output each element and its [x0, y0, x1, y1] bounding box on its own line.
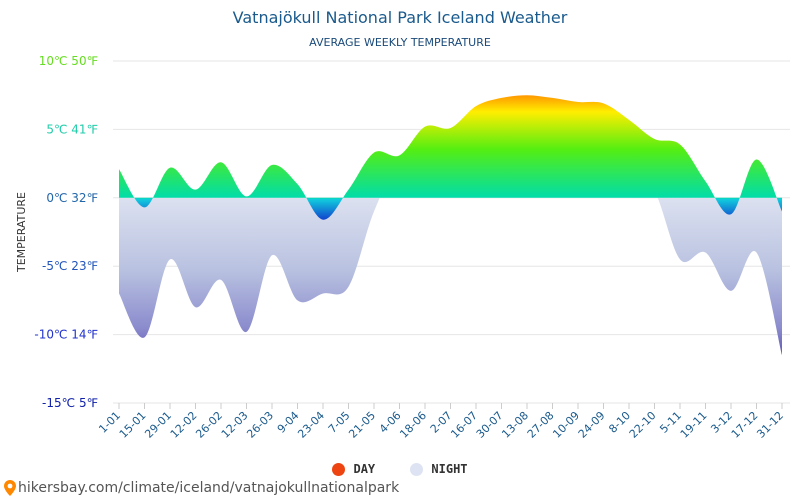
x-tick-label: 13-08	[499, 409, 531, 441]
x-tick-label: 30-07	[474, 409, 506, 441]
x-tick-label: 29-01	[142, 409, 174, 441]
y-tick-label: 0℃ 32℉	[46, 191, 98, 205]
x-tick-label: 19-11	[678, 409, 710, 441]
legend-item-day[interactable]: DAY	[332, 462, 375, 476]
footer-link[interactable]: hikersbay.com/climate/iceland/vatnajokul…	[4, 480, 399, 496]
map-pin-icon	[4, 480, 16, 496]
y-axis-label: TEMPERATURE	[15, 192, 28, 273]
y-tick-label: -5℃ 23℉	[42, 259, 98, 273]
x-tick-label: 23-04	[295, 409, 327, 441]
y-axis-ticks: 10℃ 50℉ 5℃ 41℉ 0℃ 32℉ -5℃ 23℉ -10℃ 14℉ -15℃ 5…	[34, 54, 98, 410]
legend-day-label: DAY	[353, 462, 376, 476]
y-tick-label: -10℃ 14℉	[34, 328, 98, 342]
y-tick-label: 5℃ 41℉	[46, 122, 98, 136]
x-tick-label: 22-10	[627, 409, 659, 441]
x-tick-label: 10-09	[550, 409, 582, 441]
x-tick-label: 12-03	[219, 409, 251, 441]
x-tick-label: 21-05	[346, 409, 378, 441]
legend-day-dot	[332, 462, 346, 476]
x-tick-label: 31-12	[754, 409, 786, 441]
chart-subtitle: AVERAGE WEEKLY TEMPERATURE	[309, 36, 491, 49]
x-tick-label: 27-08	[525, 409, 557, 441]
legend-night-label: NIGHT	[431, 462, 468, 476]
x-tick-label: 26-03	[244, 409, 276, 441]
x-tick-label: 24-09	[576, 409, 608, 441]
x-tick-label: 15-01	[117, 409, 149, 441]
x-tick-label: 26-02	[193, 409, 225, 441]
legend-night-dot	[410, 462, 424, 476]
x-tick-label: 16-07	[448, 409, 480, 441]
chart-title: Vatnajökull National Park Iceland Weathe…	[233, 8, 568, 27]
legend-item-night[interactable]: NIGHT	[410, 462, 468, 476]
x-axis-ticks: 1-0115-0129-0112-0226-0212-0326-039-0423…	[96, 403, 786, 441]
y-tick-label: -15℃ 5℉	[42, 396, 98, 410]
footer-url: hikersbay.com/climate/iceland/vatnajokul…	[18, 480, 400, 496]
x-tick-label: 17-12	[729, 409, 761, 441]
x-tick-label: 18-06	[397, 409, 429, 441]
x-tick-label: 12-02	[168, 409, 200, 441]
legend: DAY NIGHT	[0, 462, 800, 479]
day-area	[119, 95, 782, 220]
plot-areas	[119, 95, 782, 356]
y-tick-label: 10℃ 50℉	[39, 54, 98, 68]
